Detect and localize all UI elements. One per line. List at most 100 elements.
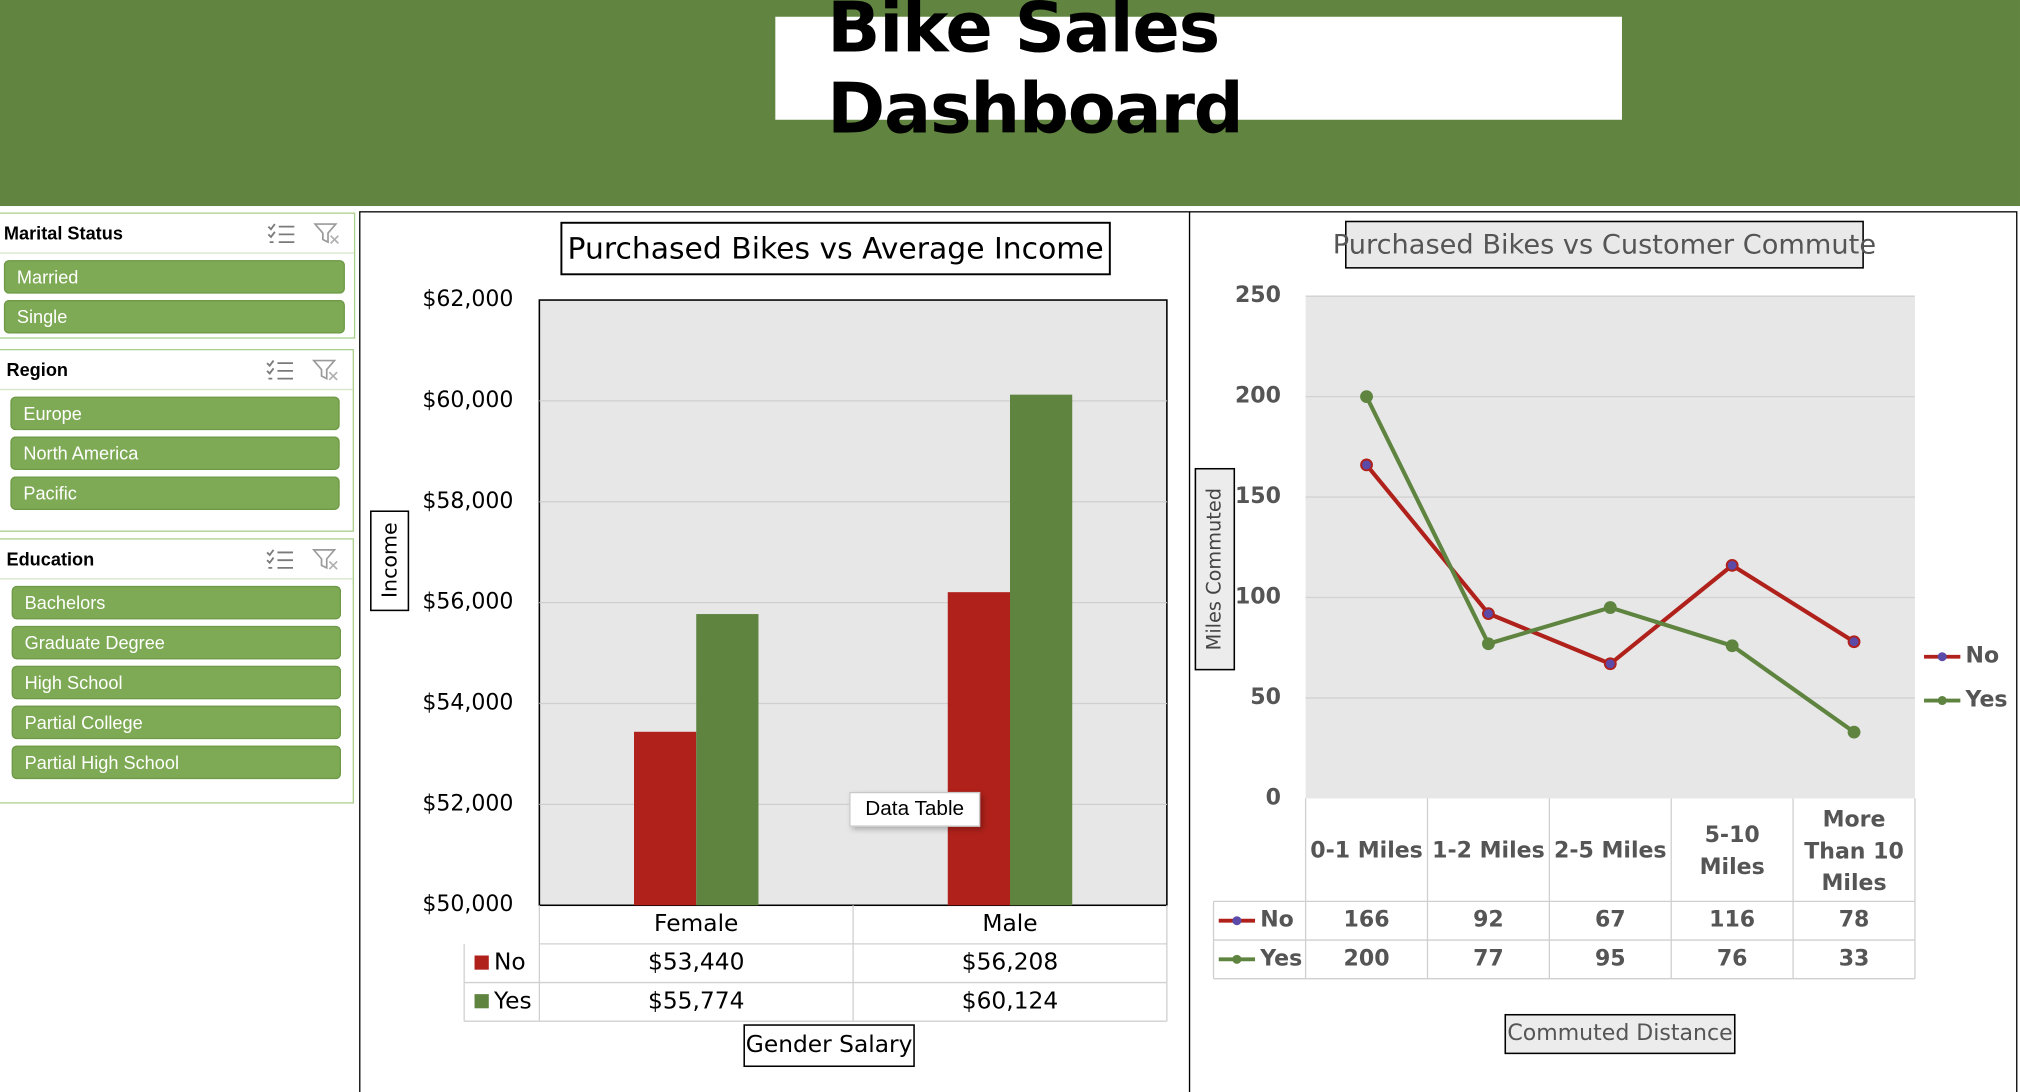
slicer-item-pacific[interactable]: Pacific — [10, 476, 340, 510]
data-table-tooltip: Data Table — [849, 791, 981, 827]
y-axis-title: Miles Commuted — [1202, 488, 1225, 650]
series-name: No — [494, 949, 526, 976]
multi-select-icon[interactable] — [266, 549, 294, 569]
line-series — [1360, 390, 1861, 739]
data-label: 33 — [1839, 946, 1870, 971]
point-no-0 — [1360, 458, 1373, 472]
legend-label: No — [1966, 644, 2000, 669]
data-label: 76 — [1717, 946, 1748, 971]
gridlines — [1305, 295, 1915, 699]
commute-line-chart: Purchased Bikes vs Customer Commute 0 50 1… — [1194, 220, 2008, 1055]
multi-select-icon[interactable] — [267, 223, 295, 243]
data-label: 67 — [1595, 908, 1626, 933]
bar-no-male — [947, 592, 1010, 906]
slicer-item-single[interactable]: Single — [3, 300, 345, 334]
data-label: 166 — [1344, 908, 1390, 933]
y-axis-ticks: 0 50 100 150 200 250 — [1235, 283, 1281, 810]
series-name: No — [1260, 908, 1294, 933]
clear-filter-icon[interactable] — [311, 359, 338, 381]
y-tick-label: $50,000 — [422, 892, 513, 917]
point-no-1 — [1481, 607, 1495, 620]
bar-no-female — [634, 731, 697, 906]
x-axis-title-box: Gender Salary — [743, 1024, 915, 1068]
title-box: Bike Sales Dashboard — [775, 0, 1622, 149]
chart-title-box: Purchased Bikes vs Average Income — [560, 221, 1111, 276]
x-axis-title-box: Commuted Distance — [1504, 1013, 1736, 1055]
y-tick-label: 250 — [1235, 283, 1281, 308]
clear-filter-icon[interactable] — [311, 549, 338, 570]
slicer-item-north-america[interactable]: North America — [10, 436, 340, 471]
slicer-item-graduate-degree[interactable]: Graduate Degree — [11, 625, 341, 660]
y-tick-label: 0 — [1266, 785, 1281, 810]
chart-title-box: Purchased Bikes vs Customer Commute — [1333, 220, 1876, 269]
slicer-item-partial-high-school[interactable]: Partial High School — [11, 745, 341, 780]
data-table: Female Male No $53,440 $56,208 Yes $55,774 $60,… — [463, 905, 1168, 1022]
y-tick-label: $60,000 — [422, 388, 513, 413]
data-label: $56,208 — [962, 949, 1058, 976]
income-bar-chart: Purchased Bikes vs Average Income $50,00… — [370, 221, 1168, 1068]
bars — [634, 394, 1073, 906]
point-yes-0 — [1360, 390, 1373, 403]
slicer-education: Education Bachelors Graduate Degree High… — [0, 538, 354, 804]
data-label: $53,440 — [648, 949, 744, 976]
y-tick-label: $56,000 — [422, 590, 513, 615]
multi-select-icon[interactable] — [266, 360, 294, 380]
legend-key-no — [474, 955, 489, 970]
slicer-toolbar — [266, 359, 338, 381]
slicer-toolbar — [267, 223, 339, 244]
table-header: Male — [982, 910, 1037, 937]
y-tick-label: 150 — [1235, 484, 1281, 509]
x-axis-title: Commuted Distance — [1507, 1021, 1732, 1046]
table-header: More Than 10 Miles — [1804, 808, 1904, 896]
dashboard-title: Bike Sales Dashboard — [827, 0, 1244, 150]
y-tick-label: $54,000 — [422, 691, 513, 716]
legend-marker — [1232, 916, 1242, 926]
point-no-2 — [1603, 657, 1617, 671]
series-name: Yes — [1259, 946, 1302, 971]
slicer-item-married[interactable]: Married — [3, 260, 345, 294]
table-header: 2-5 Miles — [1554, 839, 1667, 864]
y-axis-title-box: Miles Commuted — [1194, 467, 1236, 671]
point-no-3 — [1725, 558, 1739, 572]
y-tick-label: 50 — [1250, 685, 1281, 710]
point-no-4 — [1847, 635, 1861, 649]
slicer-region: Region Europe North America Pacific — [0, 348, 354, 532]
point-yes-3 — [1725, 639, 1739, 653]
y-tick-label: $58,000 — [422, 489, 513, 514]
y-axis-title-box: Income — [370, 510, 410, 612]
point-yes-2 — [1603, 601, 1617, 614]
y-tick-label: 100 — [1235, 585, 1281, 610]
slicer-item-europe[interactable]: Europe — [10, 396, 340, 431]
legend-marker — [1937, 652, 1947, 662]
slicer-toolbar — [266, 549, 338, 570]
legend-label: Yes — [1965, 688, 2008, 713]
bar-yes-female — [696, 614, 759, 906]
x-axis-title: Gender Salary — [746, 1031, 913, 1058]
data-label: 200 — [1344, 946, 1390, 971]
slicer-item-partial-college[interactable]: Partial College — [11, 705, 341, 740]
legend-marker — [1937, 696, 1947, 706]
y-axis-ticks: $50,000 $52,000 $54,000 $56,000 $58,000 $60,0… — [422, 287, 513, 917]
bar-yes-male — [1009, 394, 1073, 906]
slicer-title: Education — [6, 548, 95, 570]
data-label: 77 — [1473, 946, 1504, 971]
chart-title: Purchased Bikes vs Customer Commute — [1333, 230, 1876, 261]
y-axis-title: Income — [377, 522, 401, 598]
series-name: Yes — [493, 987, 532, 1014]
clear-filter-icon[interactable] — [313, 223, 339, 244]
slicer-item-high-school[interactable]: High School — [11, 665, 341, 700]
data-label: 92 — [1473, 908, 1504, 933]
table-header: 5-10 Miles — [1700, 823, 1765, 880]
point-yes-4 — [1847, 725, 1861, 739]
slicer-item-bachelors[interactable]: Bachelors — [11, 585, 341, 620]
data-label: 95 — [1595, 946, 1626, 971]
legend: No Yes — [1924, 644, 2008, 713]
data-label: $55,774 — [648, 987, 744, 1014]
legend-marker — [1232, 954, 1242, 964]
point-yes-1 — [1481, 637, 1495, 651]
table-header: Female — [654, 910, 738, 937]
data-label: $60,124 — [962, 987, 1058, 1014]
data-label: 116 — [1709, 908, 1755, 933]
data-table: 0-1 Miles 1-2 Miles 2-5 Miles 5-10 Miles More… — [1212, 798, 1916, 980]
plot-area — [1305, 296, 1915, 799]
